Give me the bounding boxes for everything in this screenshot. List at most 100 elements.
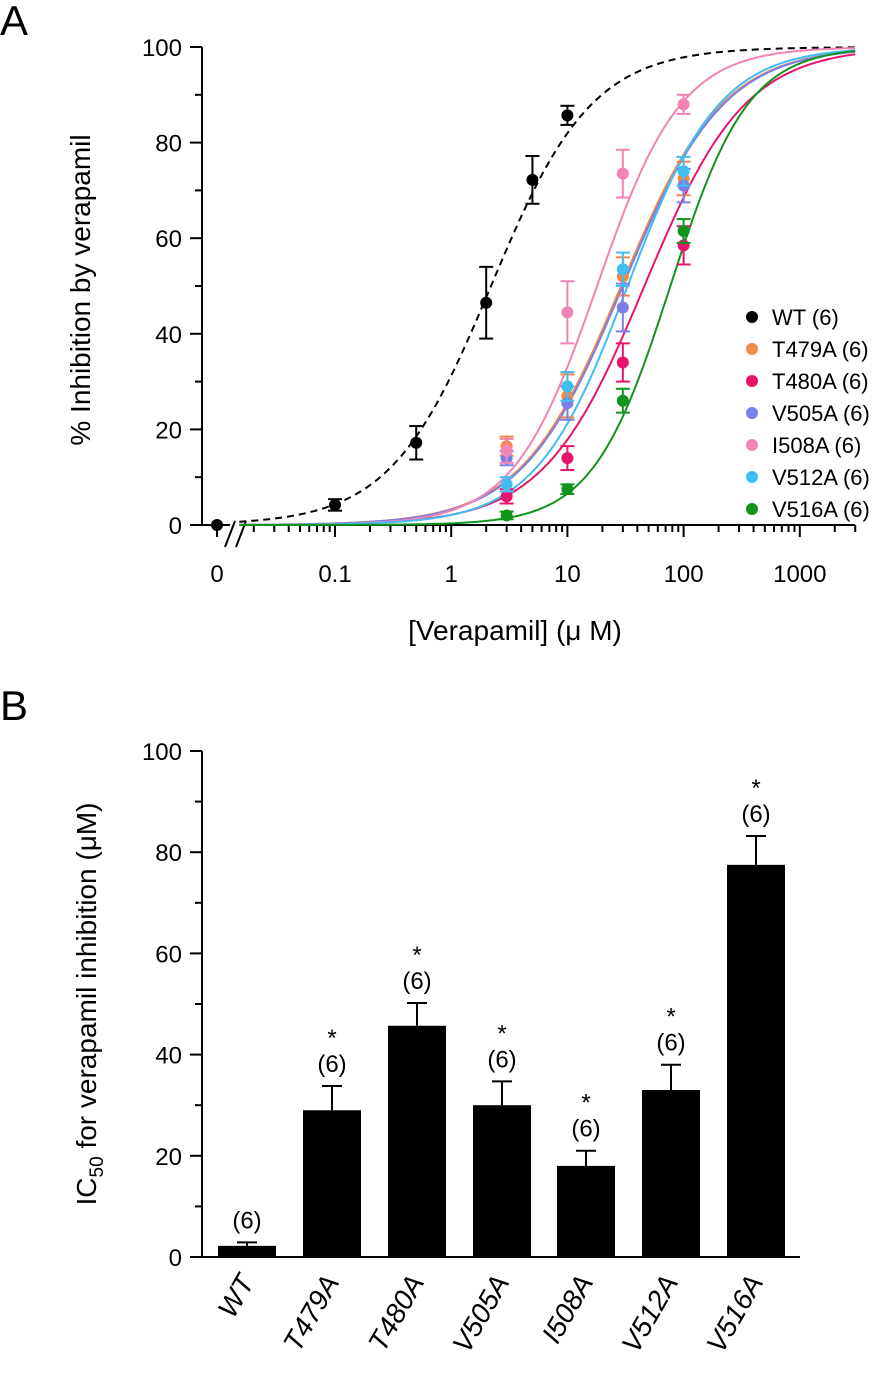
panel-b-n-label: (6) xyxy=(402,968,431,995)
panel-b-y-axis-label-subscript: 50 xyxy=(87,1156,108,1177)
panel-a-fit-curve-5 xyxy=(239,49,856,526)
panel-b-n-label: (6) xyxy=(232,1207,261,1234)
panel-a-legend-label: V516A (6) xyxy=(772,497,870,522)
panel-a-data-point xyxy=(561,306,574,319)
panel-b-n-label: (6) xyxy=(487,1046,516,1073)
panel-a-legend-marker xyxy=(746,311,758,323)
panel-a-fit-curves xyxy=(239,46,856,526)
panel-a-x-tick-label: 1 xyxy=(445,561,458,588)
panel-b-bar-t480a xyxy=(388,1025,446,1257)
panel-a-legend-marker xyxy=(746,471,758,483)
panel-a-data-point xyxy=(616,167,629,180)
panel-b-y-tick-label: 100 xyxy=(142,739,182,766)
panel-a-y-tick-label: 0 xyxy=(169,513,182,540)
panel-a-legend-marker xyxy=(746,503,758,515)
panel-a-data-point xyxy=(616,394,629,407)
panel-a-legend-label: V505A (6) xyxy=(772,401,870,426)
panel-b-y-tick-label: 40 xyxy=(155,1043,182,1070)
panel-a-legend: WT (6) T479A (6) T480A (6) V505A (6) I508A (… xyxy=(746,305,870,522)
panel-a-data-point xyxy=(616,356,629,369)
panel-a-legend-label: T479A (6) xyxy=(772,337,869,362)
panel-a-y-tick-label: 80 xyxy=(155,131,182,158)
panel-b-bar-v516a xyxy=(727,864,785,1257)
panel-b-y-tick-label: 20 xyxy=(155,1144,182,1171)
panel-b-x-tick-label: T480A xyxy=(362,1270,430,1357)
panel-a-fit-curve-0 xyxy=(239,46,856,523)
panel-a-y-tick-label: 100 xyxy=(142,35,182,62)
panel-a-data-point xyxy=(561,483,574,496)
panel-b-bar-wt xyxy=(218,1245,276,1257)
panel-b-n-label: (6) xyxy=(656,1030,685,1057)
panel-a-data-point xyxy=(500,444,513,457)
panel-b-y-tick-label: 60 xyxy=(155,941,182,968)
panel-b-ic50-bar-chart: IC50 for verapamil inhibition (μM) 0 20 40… xyxy=(71,739,800,1358)
panel-b-significance-mark: * xyxy=(327,1025,336,1052)
panel-a-legend-label: WT (6) xyxy=(772,305,839,330)
panel-b-x-tick-label: V512A xyxy=(615,1270,684,1358)
panel-b-x-tick-label: WT xyxy=(212,1268,262,1323)
panel-b-y-axis-label-rest: for verapamil inhibition (μM) xyxy=(71,803,102,1157)
panel-a-legend-marker xyxy=(746,407,758,419)
panel-b-x-tick-label: V505A xyxy=(446,1270,515,1358)
panel-a-legend-label: I508A (6) xyxy=(772,433,861,458)
panel-a-data-point xyxy=(526,173,539,186)
panel-a-x-tick-label: 0 xyxy=(210,561,223,588)
panel-b-x-tick-label: I508A xyxy=(536,1270,599,1349)
panel-b-bars: (6)WT(6)*T479A(6)*T480A(6)*V505A(6)*I508… xyxy=(212,775,785,1358)
panel-a-dose-response-chart: % Inhibition by verapamil [Verapamil] (μ… xyxy=(65,35,870,646)
panel-a-data-point xyxy=(616,263,629,276)
panel-a-data-point xyxy=(480,296,493,309)
panel-a-legend-label: V512A (6) xyxy=(772,465,870,490)
panel-a-y-axis-label: % Inhibition by verapamil xyxy=(65,134,96,445)
panel-b-n-label: (6) xyxy=(317,1051,346,1078)
panel-b-y-axis-label: IC50 for verapamil inhibition (μM) xyxy=(71,803,108,1206)
panel-a-data-point xyxy=(500,490,513,503)
panel-a-data-point xyxy=(677,165,690,178)
panel-label-b: B xyxy=(0,682,28,729)
panel-a-y-tick-label: 60 xyxy=(155,226,182,253)
panel-a-x-tick-label: 10 xyxy=(554,561,581,588)
panel-a-legend-marker xyxy=(746,343,758,355)
panel-b-n-label: (6) xyxy=(571,1116,600,1143)
panel-label-a: A xyxy=(0,0,28,44)
panel-a-data-point xyxy=(677,98,690,111)
panel-b-significance-mark: * xyxy=(497,1020,506,1047)
panel-b-significance-mark: * xyxy=(581,1090,590,1117)
panel-a-y-tick-label: 20 xyxy=(155,417,182,444)
panel-a-legend-marker xyxy=(746,439,758,451)
panel-b-n-label: (6) xyxy=(741,801,770,828)
panel-a-x-tick-label: 1000 xyxy=(773,561,826,588)
panel-b-bar-v505a xyxy=(473,1105,531,1257)
panel-a-data-point xyxy=(211,519,223,531)
panel-a-data-point xyxy=(677,225,690,238)
panel-a-y-tick-label: 40 xyxy=(155,322,182,349)
panel-b-bar-t479a xyxy=(303,1110,361,1257)
panel-a-data-point xyxy=(500,478,513,491)
panel-b-bar-i508a xyxy=(557,1165,615,1257)
panel-b-x-tick-label: V516A xyxy=(700,1270,769,1358)
panel-b-significance-mark: * xyxy=(666,1004,675,1031)
panel-b-y-tick-label: 80 xyxy=(155,840,182,867)
panel-a-legend-marker xyxy=(746,375,758,387)
panel-a-x-tick-label: 0.1 xyxy=(318,561,351,588)
panel-a-x-tick-label: 100 xyxy=(664,561,704,588)
panel-a-x-axis-label: [Verapamil] (μ M) xyxy=(408,615,622,646)
panel-b-x-tick-label: T479A xyxy=(277,1270,345,1357)
panel-a-data-points xyxy=(211,93,691,531)
panel-a-data-point xyxy=(561,380,574,393)
panel-a-data-point xyxy=(410,436,423,449)
panel-a-legend-label: T480A (6) xyxy=(772,369,869,394)
panel-b-bar-v512a xyxy=(642,1090,700,1257)
panel-b-significance-mark: * xyxy=(412,942,421,969)
panel-a-data-point xyxy=(500,509,513,522)
panel-a-data-point xyxy=(329,498,341,511)
panel-b-y-tick-label: 0 xyxy=(169,1245,182,1272)
panel-b-axes: 0 20 40 60 80 100 xyxy=(142,739,800,1272)
panel-b-y-axis-label-ic: IC xyxy=(71,1177,102,1205)
panel-a-axis-break-mark xyxy=(224,520,236,548)
panel-a-data-point xyxy=(561,452,574,465)
panel-a-data-point xyxy=(616,301,629,314)
panel-b-significance-mark: * xyxy=(751,775,760,802)
